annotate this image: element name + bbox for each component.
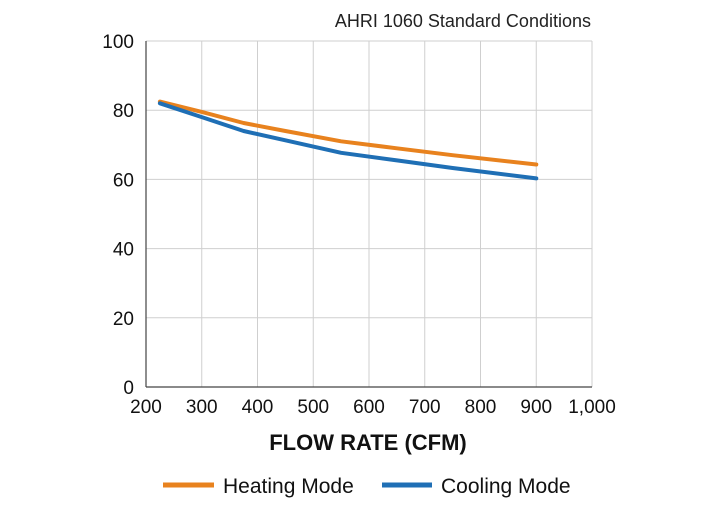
chart-subtitle: AHRI 1060 Standard Conditions [335, 11, 591, 31]
x-tick-label: 1,000 [568, 397, 616, 418]
y-tick-label: 20 [113, 309, 134, 330]
y-tick-label: 0 [123, 378, 134, 399]
axes [145, 41, 592, 388]
x-tick-label: 700 [409, 397, 441, 418]
series-line-cooling-mode [157, 101, 539, 181]
legend-label-cooling-mode: Cooling Mode [441, 475, 571, 498]
x-tick-label: 300 [186, 397, 218, 418]
x-tick-label: 600 [353, 397, 385, 418]
legend-label-heating-mode: Heating Mode [223, 475, 354, 498]
x-axis-ticks: 200 300 400 500 600 700 800 900 1,000 [130, 397, 616, 418]
y-tick-label: 100 [102, 32, 134, 53]
x-tick-label: 400 [242, 397, 274, 418]
x-tick-label: 900 [520, 397, 552, 418]
y-tick-label: 60 [113, 170, 134, 191]
series-lines [157, 99, 539, 181]
y-tick-label: 80 [113, 101, 134, 122]
x-axis-label: FLOW RATE (CFM) [269, 430, 467, 455]
legend: Heating Mode Cooling Mode [163, 475, 571, 498]
x-tick-label: 200 [130, 397, 162, 418]
x-tick-label: 800 [465, 397, 497, 418]
y-tick-label: 40 [113, 240, 134, 261]
x-tick-label: 500 [297, 397, 329, 418]
grid-lines [146, 40, 593, 387]
y-axis-ticks: 0 20 40 60 80 100 [102, 32, 134, 399]
series-line-heating-mode [157, 99, 539, 167]
